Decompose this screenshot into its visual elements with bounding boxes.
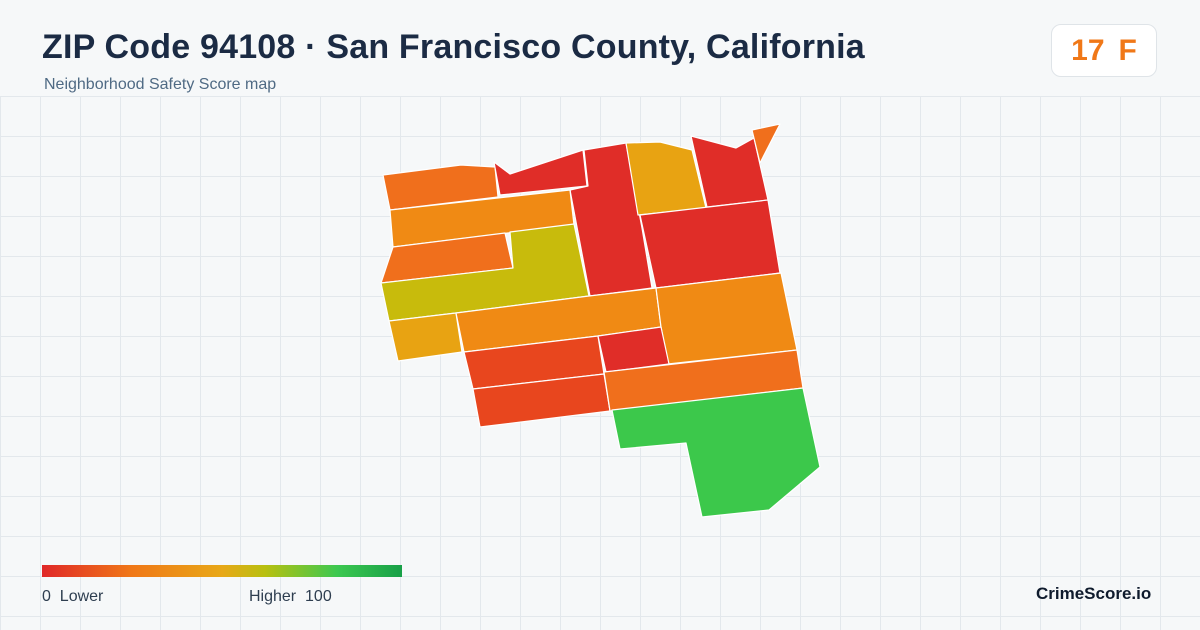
score-badge: 17 F xyxy=(1051,24,1157,77)
score-value: 17 xyxy=(1071,33,1105,67)
legend-low-label: 0 Lower xyxy=(42,588,103,606)
map-block[interactable] xyxy=(493,149,588,196)
map-block[interactable] xyxy=(690,135,769,208)
map-block[interactable] xyxy=(611,387,821,518)
header: ZIP Code 94108 · San Francisco County, C… xyxy=(0,0,1200,96)
brand-logo-text[interactable]: CrimeScore.io xyxy=(1036,584,1152,603)
map-block[interactable] xyxy=(751,123,781,164)
legend-max-label: Higher xyxy=(249,588,297,605)
legend-high-label: Higher 100 xyxy=(249,588,332,606)
page-title: ZIP Code 94108 · San Francisco County, C… xyxy=(42,28,865,66)
map-block[interactable] xyxy=(655,272,798,365)
legend-color-scale xyxy=(42,565,402,577)
map-block[interactable] xyxy=(388,312,463,362)
map-block[interactable] xyxy=(382,164,499,211)
score-grade: F xyxy=(1118,33,1137,67)
legend-max-value: 100 xyxy=(305,588,332,605)
legend-min-value: 0 xyxy=(42,588,51,605)
map-blocks xyxy=(380,123,821,518)
map-block[interactable] xyxy=(639,199,781,289)
legend-min-label: Lower xyxy=(59,588,104,605)
page-subtitle: Neighborhood Safety Score map xyxy=(44,76,277,93)
map-block[interactable] xyxy=(625,141,707,216)
